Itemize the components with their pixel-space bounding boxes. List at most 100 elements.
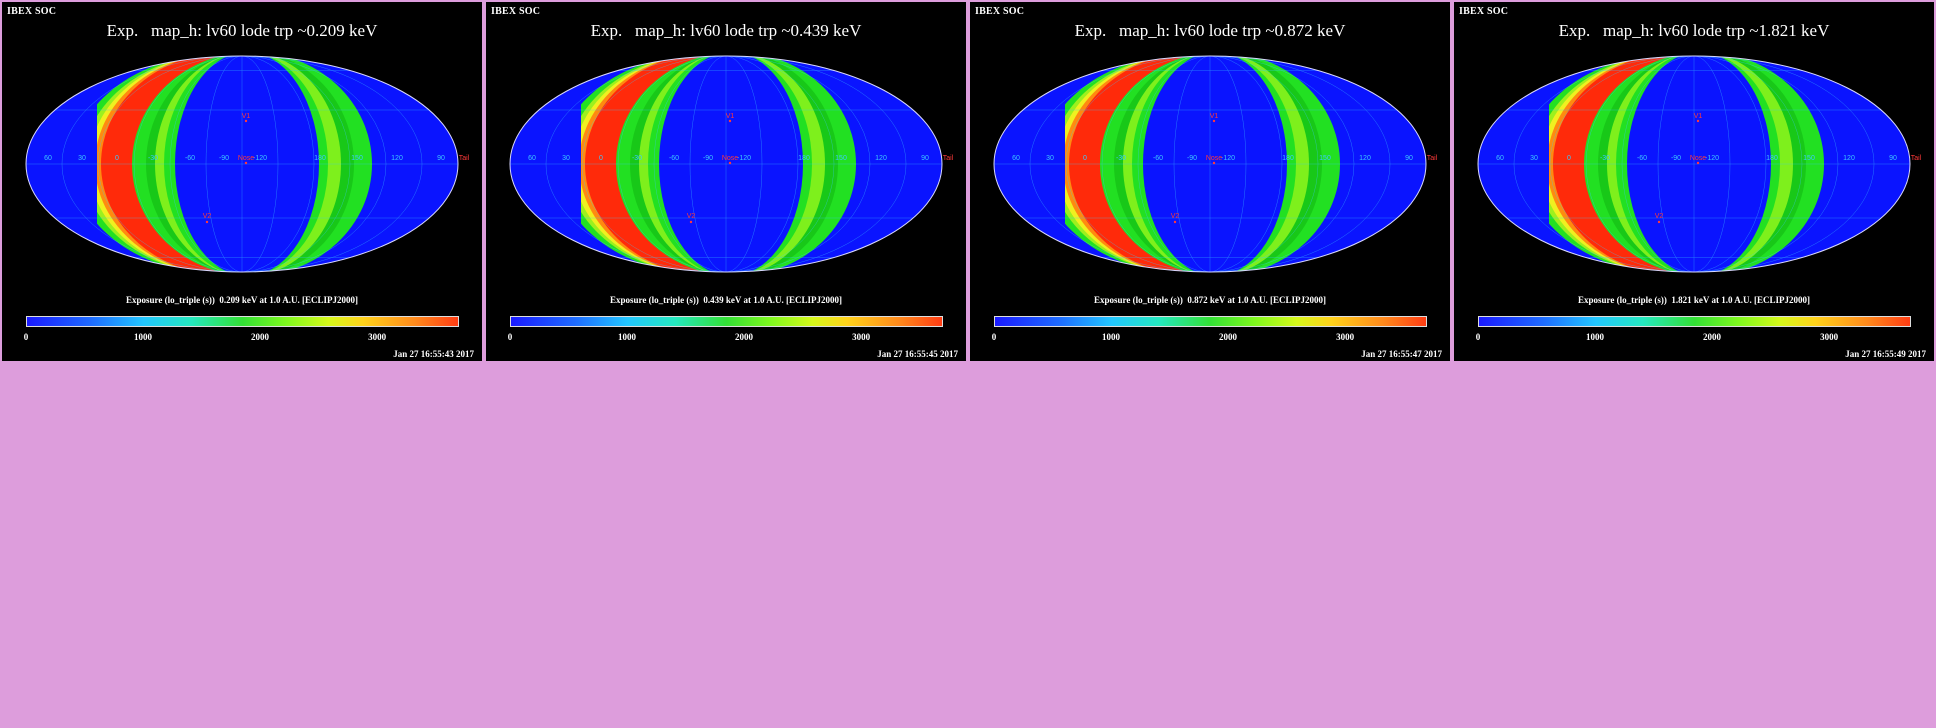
colorbar bbox=[26, 316, 459, 327]
graticule-label: 0 bbox=[1567, 155, 1571, 162]
graticule-label: 60 bbox=[44, 155, 52, 162]
colorbar-tick-label: 3000 bbox=[1820, 332, 1839, 342]
colorbar-label: Exposure (lo_triple (s)) 0.209 keV at 1.… bbox=[126, 295, 358, 305]
graticule-label: 60 bbox=[528, 155, 536, 162]
graticule-label: -30 bbox=[1116, 155, 1126, 162]
graticule-label: -120 bbox=[253, 155, 267, 162]
colorbar-tick-label: 0 bbox=[1475, 332, 1481, 342]
graticule-label: 150 bbox=[1803, 155, 1815, 162]
colorbar-label: Exposure (lo_triple (s)) 0.872 keV at 1.… bbox=[1094, 295, 1326, 305]
graticule-label: 180 bbox=[1282, 155, 1294, 162]
exposure-sky-map: 60 30 0 -30 -60 -90 -120 180 150 120 90 V1 V2 Nose Tai… bbox=[509, 55, 954, 273]
timestamp: Jan 27 16:55:45 2017 bbox=[877, 349, 958, 359]
v1-marker: V1 bbox=[726, 113, 735, 120]
graticule-label: -90 bbox=[703, 155, 713, 162]
graticule-label: -120 bbox=[1705, 155, 1719, 162]
graticule-label: 30 bbox=[562, 155, 570, 162]
nose-marker: Nose bbox=[722, 155, 738, 162]
graticule-label: 90 bbox=[1405, 155, 1413, 162]
soc-label: IBEX SOC bbox=[7, 6, 57, 17]
timestamp: Jan 27 16:55:49 2017 bbox=[1845, 349, 1926, 359]
graticule-label: -120 bbox=[737, 155, 751, 162]
map-title: Exp. map_h: lv60 lode trp ~1.821 keV bbox=[1558, 21, 1830, 40]
tail-marker: Tail bbox=[1427, 155, 1438, 162]
colorbar-label: Exposure (lo_triple (s)) 0.439 keV at 1.… bbox=[610, 295, 842, 305]
graticule-label: -60 bbox=[669, 155, 679, 162]
tail-marker: Tail bbox=[943, 155, 954, 162]
nose-marker: Nose bbox=[1206, 155, 1222, 162]
image-gallery: IBEX SOC Exp. map_h: lv60 lode trp ~0.209… bbox=[1, 1, 1935, 362]
graticule-label: -60 bbox=[185, 155, 195, 162]
graticule-label: 120 bbox=[875, 155, 887, 162]
graticule-label: -30 bbox=[632, 155, 642, 162]
exposure-sky-map: 60 30 0 -30 -60 -90 -120 180 150 120 90 V1 V2 Nose Tai… bbox=[25, 55, 470, 273]
graticule-label: 30 bbox=[1046, 155, 1054, 162]
map-panel-1[interactable]: IBEX SOC Exp. map_h: lv60 lode trp ~0.209… bbox=[1, 1, 483, 362]
colorbar bbox=[1478, 316, 1911, 327]
exposure-sky-map: 60 30 0 -30 -60 -90 -120 180 150 120 90 V1 V2 Nose Tai… bbox=[1477, 55, 1922, 273]
colorbar-tick-label: 2000 bbox=[735, 332, 754, 342]
colorbar-tick-label: 1000 bbox=[134, 332, 153, 342]
colorbar-label: Exposure (lo_triple (s)) 1.821 keV at 1.… bbox=[1578, 295, 1810, 305]
map-panel-2[interactable]: IBEX SOC Exp. map_h: lv60 lode trp ~0.439… bbox=[485, 1, 967, 362]
nose-marker: Nose bbox=[238, 155, 254, 162]
colorbar-tick-label: 3000 bbox=[368, 332, 387, 342]
map-title: Exp. map_h: lv60 lode trp ~0.439 keV bbox=[590, 21, 862, 40]
graticule-label: 120 bbox=[1359, 155, 1371, 162]
soc-label: IBEX SOC bbox=[491, 6, 541, 17]
graticule-label: 180 bbox=[1766, 155, 1778, 162]
graticule bbox=[26, 56, 458, 272]
graticule-label: 90 bbox=[1889, 155, 1897, 162]
colorbar-tick-label: 1000 bbox=[618, 332, 637, 342]
soc-label: IBEX SOC bbox=[975, 6, 1025, 17]
graticule-label: -30 bbox=[148, 155, 158, 162]
graticule-label: 180 bbox=[798, 155, 810, 162]
colorbar-tick-label: 0 bbox=[991, 332, 997, 342]
tail-marker: Tail bbox=[1911, 155, 1922, 162]
v2-marker: V2 bbox=[1171, 213, 1180, 220]
map-panel-4[interactable]: IBEX SOC Exp. map_h: lv60 lode trp ~1.821… bbox=[1453, 1, 1935, 362]
nose-marker: Nose bbox=[1690, 155, 1706, 162]
graticule-label: 90 bbox=[437, 155, 445, 162]
graticule-label: 0 bbox=[1083, 155, 1087, 162]
graticule bbox=[1478, 56, 1910, 272]
colorbar-tick-label: 0 bbox=[23, 332, 29, 342]
graticule-label: -120 bbox=[1221, 155, 1235, 162]
graticule bbox=[510, 56, 942, 272]
graticule-label: -30 bbox=[1600, 155, 1610, 162]
colorbar-tick-label: 2000 bbox=[1703, 332, 1722, 342]
colorbar-tick-label: 1000 bbox=[1586, 332, 1605, 342]
graticule-label: 30 bbox=[1530, 155, 1538, 162]
tail-marker: Tail bbox=[459, 155, 470, 162]
colorbar-tick-label: 2000 bbox=[1219, 332, 1238, 342]
graticule-label: 30 bbox=[78, 155, 86, 162]
timestamp: Jan 27 16:55:47 2017 bbox=[1361, 349, 1442, 359]
graticule-label: 120 bbox=[1843, 155, 1855, 162]
graticule-label: 150 bbox=[835, 155, 847, 162]
soc-label: IBEX SOC bbox=[1459, 6, 1509, 17]
graticule-label: 90 bbox=[921, 155, 929, 162]
graticule-label: -60 bbox=[1637, 155, 1647, 162]
graticule bbox=[994, 56, 1426, 272]
map-title: Exp. map_h: lv60 lode trp ~0.872 keV bbox=[1074, 21, 1346, 40]
graticule-label: 150 bbox=[1319, 155, 1331, 162]
v2-marker: V2 bbox=[687, 213, 696, 220]
colorbar-tick-label: 1000 bbox=[1102, 332, 1121, 342]
map-panel-3[interactable]: IBEX SOC Exp. map_h: lv60 lode trp ~0.872… bbox=[969, 1, 1451, 362]
v2-marker: V2 bbox=[203, 213, 212, 220]
graticule-label: 0 bbox=[599, 155, 603, 162]
colorbar bbox=[510, 316, 943, 327]
graticule-label: 0 bbox=[115, 155, 119, 162]
map-title: Exp. map_h: lv60 lode trp ~0.209 keV bbox=[106, 21, 378, 40]
colorbar bbox=[994, 316, 1427, 327]
colorbar-tick-label: 2000 bbox=[251, 332, 270, 342]
graticule-label: -90 bbox=[1671, 155, 1681, 162]
v1-marker: V1 bbox=[1210, 113, 1219, 120]
timestamp: Jan 27 16:55:43 2017 bbox=[393, 349, 474, 359]
colorbar-tick-label: 3000 bbox=[1336, 332, 1355, 342]
graticule-label: -90 bbox=[1187, 155, 1197, 162]
graticule-label: -90 bbox=[219, 155, 229, 162]
graticule-label: 180 bbox=[314, 155, 326, 162]
exposure-sky-map: 60 30 0 -30 -60 -90 -120 180 150 120 90 V1 V2 Nose Tai… bbox=[993, 55, 1438, 273]
v1-marker: V1 bbox=[242, 113, 251, 120]
